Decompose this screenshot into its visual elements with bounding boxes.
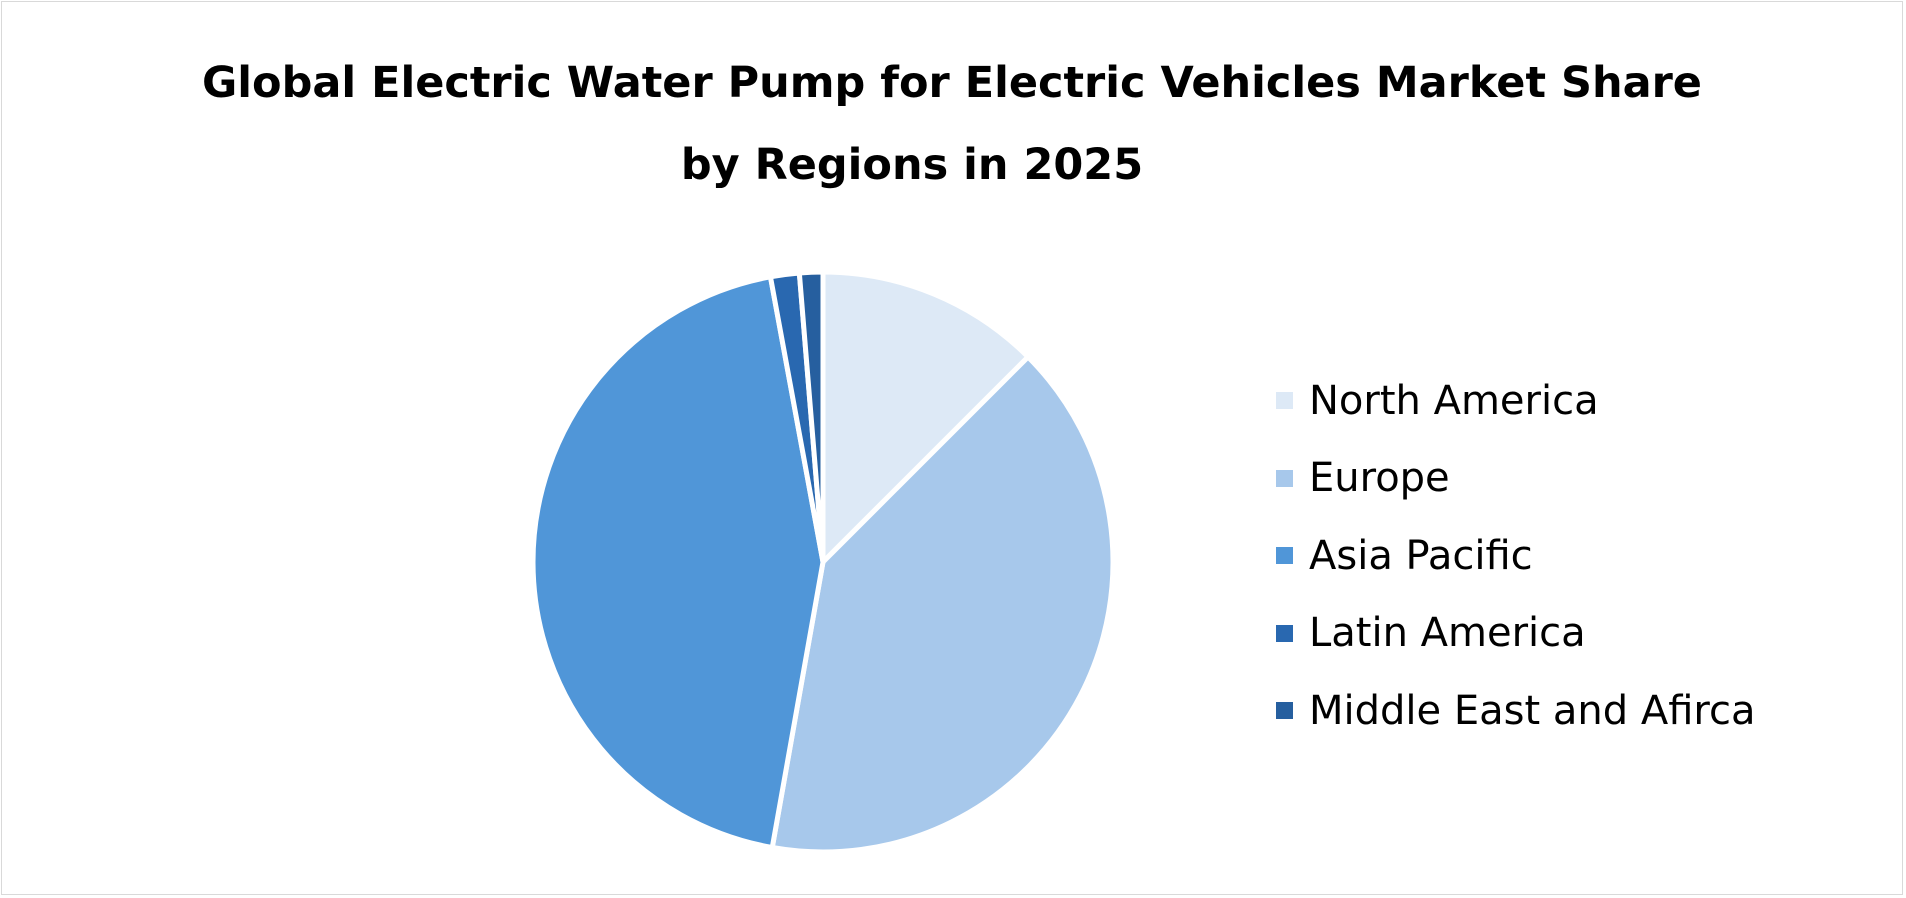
pie-slice-north-america: [820, 269, 1031, 565]
legend-swatch: [1276, 702, 1293, 720]
legend-swatch: [1276, 392, 1293, 410]
chart-title-line-2: by Regions in 2025: [680, 140, 1144, 190]
legend-item-europe: Europe: [1276, 440, 1876, 518]
chart-legend: North America Europe Asia Pacific Latin Ame…: [1276, 362, 1876, 750]
legend-label: Middle East and Afirca: [1309, 687, 1756, 734]
legend-label: Latin America: [1309, 610, 1586, 657]
legend-label: Europe: [1309, 455, 1450, 502]
legend-swatch: [1276, 624, 1293, 642]
chart-title-line-1: Global Electric Water Pump for Electric …: [202, 58, 1702, 108]
pie-slice-middle-east-and-afirca: [796, 269, 826, 565]
legend-item-middle-east-and-afirca: Middle East and Afirca: [1276, 672, 1876, 750]
legend-label: Asia Pacific: [1309, 532, 1533, 579]
chart-title: Global Electric Water Pump for Electric …: [202, 42, 1702, 206]
pie-slice-europe: [769, 354, 1116, 855]
legend-swatch: [1276, 547, 1293, 565]
legend-item-latin-america: Latin America: [1276, 595, 1876, 673]
legend-swatch: [1276, 469, 1293, 487]
legend-item-north-america: North America: [1276, 362, 1876, 440]
legend-item-asia-pacific: Asia Pacific: [1276, 517, 1876, 595]
pie-slice-asia-pacific: [530, 274, 826, 851]
legend-label: North America: [1309, 377, 1599, 424]
